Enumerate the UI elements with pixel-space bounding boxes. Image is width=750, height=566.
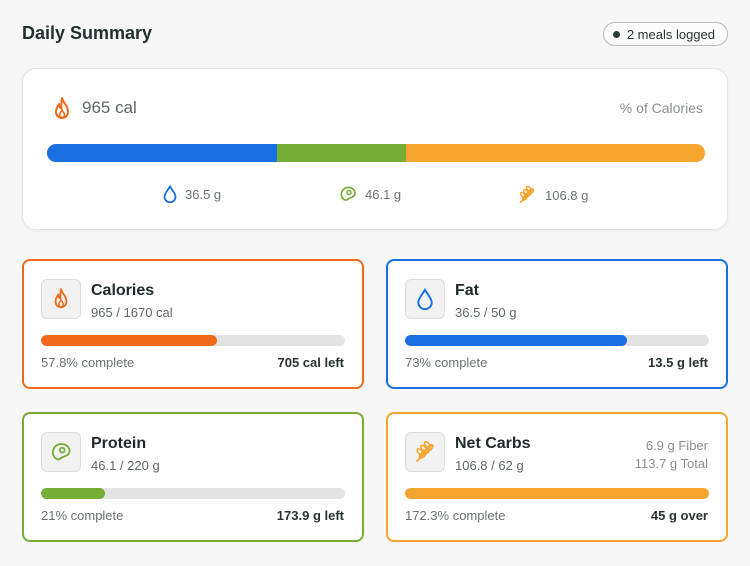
net-carbs-percent: 172.3% complete [405, 508, 506, 523]
carbs-macro-value: 106.8 g [545, 187, 589, 203]
wheat-icon [415, 440, 434, 463]
calories-title: Calories [91, 282, 155, 299]
page-title: Daily Summary [22, 23, 153, 43]
fat-progress-track [405, 335, 709, 346]
drop-icon [163, 185, 177, 203]
protein-card[interactable]: Protein 46.1 / 220 g 21% complete 173.9 … [22, 412, 364, 542]
fat-remaining: 13.5 g left [648, 355, 708, 370]
net-carbs-card[interactable]: Net Carbs 106.8 / 62 g 6.9 g Fiber 113.7… [386, 412, 728, 542]
steak-icon [340, 186, 356, 201]
flame-icon [54, 288, 68, 309]
steak-icon [52, 443, 71, 461]
fat-card[interactable]: Fat 36.5 / 50 g 73% complete 13.5 g left [386, 259, 728, 389]
fat-segment [47, 144, 278, 162]
protein-amount: 46.1 / 220 g [91, 458, 160, 473]
calories-progress-fill [41, 335, 217, 346]
protein-percent: 21% complete [41, 508, 124, 523]
carbs-segment [405, 144, 705, 162]
calories-remaining: 705 cal left [277, 355, 345, 370]
calories-icon-box [41, 279, 81, 319]
percent-of-calories-label: % of Calories [619, 100, 703, 116]
calories-amount: 965 / 1670 cal [91, 305, 173, 320]
fat-icon-box [405, 279, 445, 319]
total-calories: 965 cal [82, 98, 137, 117]
protein-macro-value: 46.1 g [365, 186, 402, 202]
protein-macro-summary: 46.1 g [339, 185, 401, 203]
macro-split-bar [47, 144, 705, 162]
net-carbs-progress-fill [405, 488, 709, 499]
fat-title: Fat [455, 282, 479, 299]
fiber-amount: 6.9 g Fiber [645, 438, 708, 453]
protein-icon-box [41, 432, 81, 472]
calories-percent: 57.8% complete [41, 355, 135, 370]
net-carbs-title: Net Carbs [455, 435, 531, 452]
flame-icon [55, 97, 69, 119]
status-dot [612, 30, 620, 38]
carbs-icon-box [405, 432, 445, 472]
calories-progress-track [41, 335, 345, 346]
protein-segment [277, 144, 406, 162]
protein-title: Protein [91, 435, 147, 452]
calories-card[interactable]: Calories 965 / 1670 cal 57.8% complete 7… [22, 259, 364, 389]
meals-logged-badge[interactable]: 2 meals logged [602, 22, 728, 46]
net-carbs-over: 45 g over [650, 508, 708, 523]
fat-macro-summary: 36.5 g [163, 185, 221, 203]
fat-progress-fill [405, 335, 627, 346]
calorie-overview-card: 965 cal % of Calories 36.5 g 46.1 g 106.… [22, 68, 728, 230]
protein-progress-fill [41, 488, 105, 499]
protein-progress-track [41, 488, 345, 499]
fat-amount: 36.5 / 50 g [455, 305, 517, 320]
drop-icon [417, 288, 433, 310]
wheat-icon [519, 185, 535, 204]
net-carbs-amount: 106.8 / 62 g [455, 458, 524, 473]
meals-logged-label: 2 meals logged [626, 26, 715, 42]
total-carbs-amount: 113.7 g Total [634, 456, 708, 471]
fat-macro-value: 36.5 g [185, 186, 222, 202]
carbs-macro-summary: 106.8 g [517, 185, 588, 205]
summary-header: Daily Summary 2 meals logged [22, 20, 728, 50]
protein-remaining: 173.9 g left [276, 508, 344, 523]
fat-percent: 73% complete [405, 355, 488, 370]
net-carbs-progress-track [405, 488, 709, 499]
